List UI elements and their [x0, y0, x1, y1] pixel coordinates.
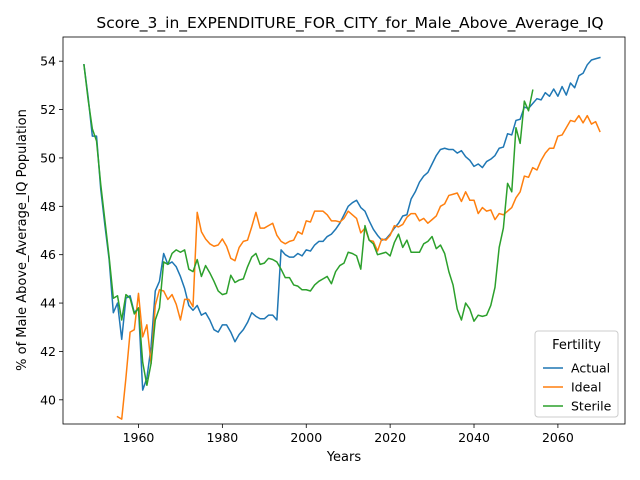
y-tick-label: 44	[40, 296, 56, 311]
x-axis-label: Years	[326, 450, 362, 465]
series-line-ideal	[116, 114, 601, 420]
legend: Fertility Actual Ideal Sterile	[534, 330, 619, 418]
legend-label-actual: Actual	[571, 361, 610, 376]
y-tick-label: 42	[40, 344, 56, 359]
legend-label-sterile: Sterile	[571, 399, 612, 414]
legend-title: Fertility	[552, 338, 601, 353]
chart-title: Score_3_in_EXPENDITURE_FOR_CITY_for_Male…	[96, 14, 603, 33]
x-tick-label: 1980	[206, 430, 238, 445]
y-axis: 40 42 44 46 48 50 52 54	[40, 54, 63, 407]
plot-area	[62, 36, 626, 425]
plot-frame	[62, 36, 626, 425]
y-tick-label: 46	[40, 247, 56, 262]
x-tick-label: 2020	[374, 430, 406, 445]
series-line-sterile	[83, 63, 534, 387]
legend-box	[534, 330, 619, 418]
y-tick-label: 52	[40, 102, 56, 117]
y-tick-label: 54	[40, 54, 56, 69]
x-tick-label: 2040	[458, 430, 490, 445]
x-axis: 1960 1980 2000 2020 2040 2060	[123, 424, 574, 445]
x-tick-label: 1960	[123, 430, 155, 445]
series-line-actual	[83, 56, 601, 391]
x-tick-label: 2060	[542, 430, 574, 445]
y-axis-label: % of Male Above_Average_IQ Population	[15, 109, 30, 371]
y-tick-label: 40	[40, 392, 56, 407]
y-tick-label: 48	[40, 199, 56, 214]
x-tick-label: 2000	[290, 430, 322, 445]
legend-label-ideal: Ideal	[571, 380, 601, 395]
y-tick-label: 50	[40, 150, 56, 165]
